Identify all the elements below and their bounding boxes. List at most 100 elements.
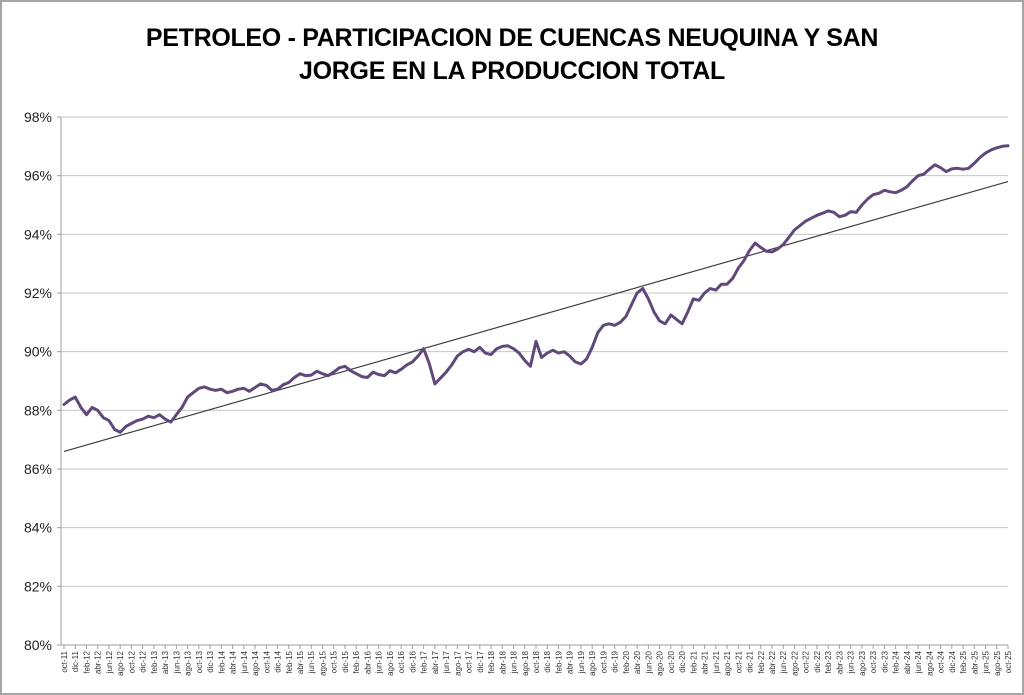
axes — [57, 116, 1009, 649]
x-tick-label: ago-17 — [453, 650, 462, 675]
y-tick-labels: 98% 96% 94% 92% 90% 88% 86% 84% 82% 80% — [24, 109, 52, 653]
x-tick-label: oct-24 — [937, 650, 946, 673]
x-tick-label: dic-22 — [813, 650, 822, 672]
x-tick-label: abr-14 — [229, 650, 238, 674]
x-tick-label: dic-21 — [746, 650, 755, 672]
x-tick-label: abr-16 — [363, 650, 372, 674]
x-tick-label: jun-22 — [779, 650, 788, 674]
x-tick-label: jun-17 — [442, 650, 451, 674]
x-tick-label: abr-20 — [633, 650, 642, 674]
x-tick-label: oct-25 — [1004, 650, 1013, 673]
x-tick-label: jun-18 — [510, 650, 519, 674]
y-tick-label: 98% — [24, 109, 52, 125]
x-tick-label: oct-16 — [397, 650, 406, 673]
x-tick-label: dic-24 — [948, 650, 957, 672]
x-tick-label: dic-12 — [139, 650, 148, 672]
x-tick-label: dic-13 — [206, 650, 215, 672]
x-tick-label: oct-13 — [195, 650, 204, 673]
x-tick-label: feb-15 — [285, 650, 294, 673]
x-tick-label: jun-20 — [644, 650, 653, 674]
x-tick-label: oct-22 — [802, 650, 811, 673]
x-tick-label: feb-25 — [959, 650, 968, 673]
x-tick-label: abr-22 — [768, 650, 777, 674]
x-tick-label: abr-13 — [161, 650, 170, 674]
x-tick-label: jun-21 — [712, 650, 721, 674]
x-tick-label: ago-12 — [116, 650, 125, 675]
x-tick-label: abr-25 — [970, 650, 979, 674]
x-tick-labels: oct-11 dic-11 feb-12 abr-12 jun-12 ago-12 oct-… — [60, 650, 1013, 675]
y-tick-label: 84% — [24, 520, 52, 536]
x-tick-label: ago-14 — [251, 650, 260, 675]
series-polyline — [62, 144, 1010, 434]
x-tick-label: feb-21 — [689, 650, 698, 673]
x-tick-label: feb-12 — [82, 650, 91, 673]
y-tick-label: 90% — [24, 344, 52, 360]
x-tick-label: abr-12 — [94, 650, 103, 674]
x-tick-label: oct-14 — [262, 650, 271, 673]
x-tick-label: feb-22 — [757, 650, 766, 673]
x-tick-label: dic-20 — [678, 650, 687, 672]
x-tick-label: abr-23 — [835, 650, 844, 674]
x-tick-label: oct-23 — [869, 650, 878, 673]
x-tick-label: feb-19 — [554, 650, 563, 673]
x-tick-label: jun-23 — [847, 650, 856, 674]
x-tick-label: jun-25 — [982, 650, 991, 674]
x-tick-label: feb-13 — [150, 650, 159, 673]
x-tick-label: dic-18 — [543, 650, 552, 672]
x-tick-label: ago-20 — [656, 650, 665, 675]
x-tick-label: jun-13 — [172, 650, 181, 674]
x-tick-label: ago-22 — [790, 650, 799, 675]
y-tick-label: 82% — [24, 578, 52, 594]
x-tick-label: oct-12 — [127, 650, 136, 673]
x-tick-label: jun-12 — [105, 650, 114, 674]
gridlines — [61, 116, 1008, 587]
x-tick-label: ago-23 — [858, 650, 867, 675]
x-tick-label: feb-18 — [487, 650, 496, 673]
x-tick-label: feb-16 — [352, 650, 361, 673]
x-tick-label: ago-19 — [588, 650, 597, 675]
trend-line — [63, 180, 1009, 452]
x-tick-label: feb-20 — [622, 650, 631, 673]
x-tick-label: feb-23 — [824, 650, 833, 673]
x-tick-label: ago-16 — [386, 650, 395, 675]
y-tick-label: 80% — [24, 637, 52, 653]
x-tick-label: abr-17 — [431, 650, 440, 674]
x-tick-label: jun-19 — [577, 650, 586, 674]
y-tick-label: 92% — [24, 285, 52, 301]
x-tick-label: dic-19 — [611, 650, 620, 672]
x-tick-label: oct-15 — [330, 650, 339, 673]
x-tick-label: abr-19 — [566, 650, 575, 674]
x-tick-label: oct-20 — [667, 650, 676, 673]
x-tick-label: dic-14 — [274, 650, 283, 672]
x-tick-label: oct-11 — [60, 650, 69, 672]
chart-title: PETROLEO - PARTICIPACION DE CUENCAS NEUQ… — [145, 24, 879, 85]
x-tick-label: ago-25 — [993, 650, 1002, 675]
x-tick-label: ago-18 — [521, 650, 530, 675]
x-tick-label: ago-21 — [723, 650, 732, 675]
x-tick-label: jun-24 — [914, 650, 923, 674]
x-tick-label: feb-14 — [217, 650, 226, 673]
x-tick-label: dic-23 — [880, 650, 889, 672]
x-tick-label: jun-14 — [240, 650, 249, 674]
x-tick-label: oct-17 — [465, 650, 474, 673]
y-tick-label: 96% — [24, 168, 52, 184]
x-tick-label: ago-15 — [318, 650, 327, 675]
x-tick-label: oct-21 — [734, 650, 743, 673]
x-tick-label: ago-24 — [925, 650, 934, 675]
y-tick-label: 86% — [24, 461, 52, 477]
x-tick-label: dic-17 — [476, 650, 485, 672]
x-tick-label: dic-16 — [408, 650, 417, 672]
x-tick-label: abr-24 — [903, 650, 912, 674]
x-tick-label: jun-16 — [375, 650, 384, 674]
x-tick-label: jun-15 — [307, 650, 316, 674]
y-tick-label: 94% — [24, 226, 52, 242]
x-tick-label: abr-18 — [498, 650, 507, 674]
x-tick-label: oct-18 — [532, 650, 541, 673]
x-tick-label: abr-21 — [701, 650, 710, 674]
x-tick-label: feb-24 — [892, 650, 901, 673]
x-tick-label: ago-13 — [184, 650, 193, 675]
x-tick-label: dic-15 — [341, 650, 350, 672]
x-tick-label: oct-19 — [599, 650, 608, 673]
